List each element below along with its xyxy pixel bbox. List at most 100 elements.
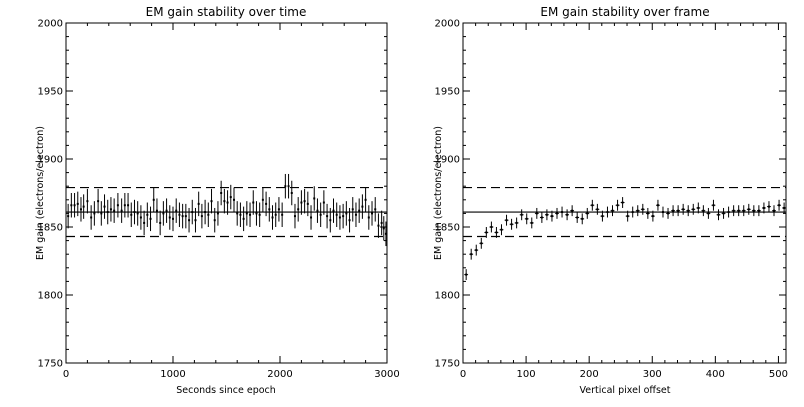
time-data-point [123,193,126,218]
point-marker [103,205,106,208]
point-marker [727,211,730,214]
time-data-point [335,202,338,227]
frame-data-point [777,199,781,211]
frame-data-point [479,237,484,249]
time-data-point [271,205,274,230]
frame-data-point [565,209,569,221]
point-marker [747,208,750,211]
point-marker [722,212,725,215]
point-marker [354,213,357,216]
point-marker [616,204,619,207]
time-data-point [380,210,383,236]
time-data-point [188,207,191,233]
time-data-point [109,197,112,222]
point-marker [165,209,168,212]
point-marker [313,197,316,200]
time-data-point [67,203,70,229]
time-data-point [155,198,158,223]
frame-data-point [782,202,786,214]
time-data-point [175,198,178,223]
point-marker [717,213,720,216]
time-plot-frame [65,22,388,364]
point-marker [239,213,242,216]
frame-data-point [499,224,504,236]
point-marker [752,209,755,212]
time-data-point [181,203,184,229]
point-marker [297,208,300,211]
point-marker [550,215,553,218]
point-marker [245,212,248,215]
time-data-point [70,193,73,218]
time-data-point [293,203,296,229]
chart-time-title: EM gain stability over time [146,5,307,19]
time-x-tick-label: 1000 [160,369,185,380]
point-marker [127,204,130,207]
frame-x-tick-label: 300 [643,369,662,380]
frame-data-point [590,199,595,211]
frame-data-point [615,199,620,211]
time-data-point [216,201,219,226]
point-marker [377,224,380,227]
time-data-point [82,194,85,219]
frame-y-tick-label: 1850 [435,223,460,234]
point-marker [191,211,194,214]
time-data-point [90,205,93,230]
point-marker [611,209,614,212]
frame-data-point [550,210,554,222]
point-marker [606,211,609,214]
time-data-point [223,188,226,214]
time-data-point [252,190,255,215]
time-data-point [329,207,332,233]
frame-data-point [751,205,756,217]
point-marker [515,221,518,224]
frame-data-point [570,205,575,217]
point-marker [319,213,322,216]
frame-x-tick-label: 200 [580,369,599,380]
point-marker [149,217,152,220]
point-marker [571,209,574,212]
time-data-point [120,198,123,223]
time-data-point [364,187,367,213]
time-data-point [116,193,119,218]
point-marker [646,212,649,215]
point-marker [159,221,162,224]
frame-data-point [701,205,706,217]
point-marker [306,202,309,205]
point-marker [178,213,181,216]
point-marker [249,213,252,216]
frame-data-point [474,244,479,256]
point-marker [374,208,377,211]
time-data-point [351,197,354,222]
point-marker [530,221,533,224]
point-marker [682,208,685,211]
time-y-tick-label: 2000 [38,19,63,30]
time-data-point [73,193,76,218]
point-marker [591,204,594,207]
point-marker [783,206,786,209]
point-marker [656,204,659,207]
point-marker [216,212,219,215]
point-marker [358,209,361,212]
frame-data-point [676,205,681,217]
point-marker [687,209,690,212]
point-marker [672,209,675,212]
point-marker [204,211,207,214]
time-data-point [332,198,335,223]
point-marker [667,212,670,215]
point-marker [540,216,543,219]
time-data-point [265,191,268,217]
point-marker [737,209,740,212]
point-marker [133,211,136,214]
point-marker [586,212,589,215]
point-marker [505,219,508,222]
frame-data-point [650,210,655,222]
time-data-point [374,197,377,222]
frame-data-point [661,206,665,218]
time-data-point [300,190,303,215]
point-marker [636,209,639,212]
point-marker [188,219,191,222]
point-marker [73,204,76,207]
point-marker [371,212,374,215]
point-marker [581,217,584,220]
point-marker [271,216,274,219]
